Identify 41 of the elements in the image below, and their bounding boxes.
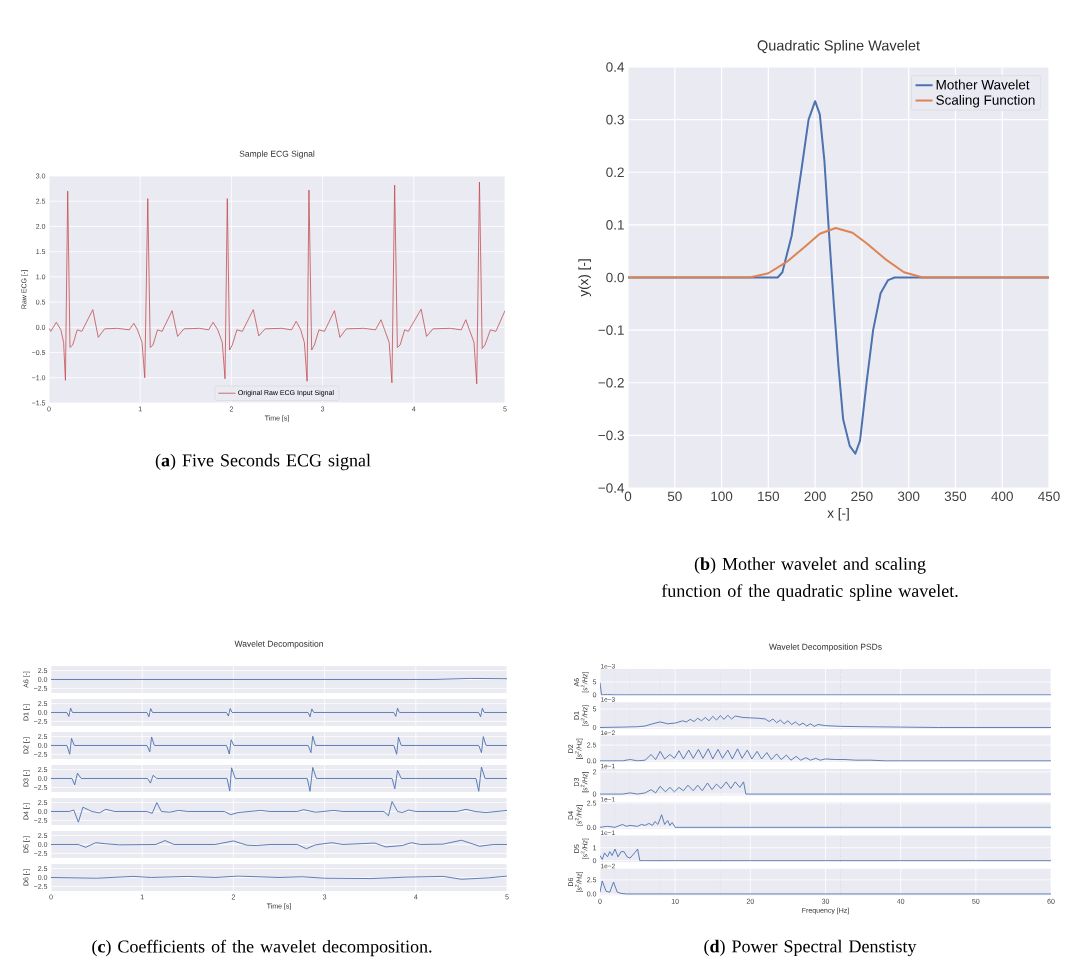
y-tick-label: 0.0: [606, 272, 624, 283]
line-series: [600, 714, 1052, 728]
legend-label: Scaling Function: [936, 94, 1035, 108]
chart-title: Wavelet Decomposition PSDs: [769, 643, 882, 652]
x-tick-label: 300: [897, 491, 920, 502]
y-tick-label: 0.1: [606, 220, 624, 230]
line-series: [49, 181, 505, 385]
line-series: [51, 801, 507, 823]
chart-title: Quadratic Spline Wavelet: [757, 39, 920, 54]
y-axis-title: y(x) [-]: [578, 259, 591, 297]
text: (b) Mother wavelet and scaling function of the quadratic spline wavelet.: [661, 557, 958, 601]
text: (c) Coefficients of the wavelet decomposition.: [92, 939, 432, 957]
line-series: [600, 814, 1052, 828]
line-series: [51, 839, 507, 850]
y-tick-label: 0.3: [606, 114, 624, 125]
x-tick-label: 100: [711, 491, 733, 502]
line-series: [51, 707, 507, 718]
x-tick-label: 400: [991, 491, 1013, 502]
legend-label: Mother Wavelet: [936, 79, 1030, 90]
x-tick-label: 450: [1038, 491, 1060, 502]
y-tick-label: −0.4: [598, 483, 625, 493]
line-series: [51, 766, 507, 792]
line-series: [51, 735, 507, 755]
line-series: [628, 227, 1049, 279]
x-tick-label: 350: [944, 491, 967, 502]
chart-title: Wavelet Decomposition: [234, 640, 323, 649]
chart-title: Sample ECG Signal: [239, 150, 315, 159]
x-tick-label: 150: [758, 491, 780, 502]
line-series: [600, 781, 1052, 795]
x-tick-label: 250: [851, 491, 873, 502]
x-tick-label: 0: [624, 491, 632, 502]
y-tick-label: 0.4: [606, 62, 625, 72]
text: (a) Five Seconds ECG signal: [155, 453, 371, 471]
x-tick-label: 200: [804, 491, 826, 502]
y-tick-label: −0.2: [598, 377, 624, 388]
y-tick-label: −0.1: [598, 325, 624, 335]
text: (d) Power Spectral Denstisty: [704, 939, 917, 957]
x-axis-title: x [-]: [827, 507, 849, 521]
y-tick-label: −0.3: [598, 430, 624, 441]
x-tick-label: 50: [667, 491, 682, 502]
y-tick-label: 0.2: [606, 167, 624, 177]
